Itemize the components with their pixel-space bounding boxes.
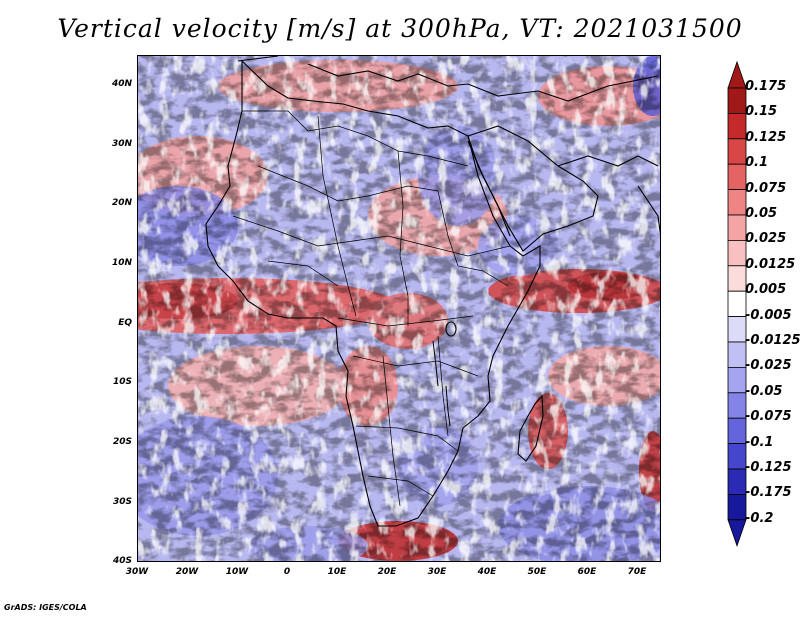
colorbar-tick-label: -0.005	[745, 307, 792, 323]
colorbar-min-arrow	[727, 519, 747, 548]
colorbar-tick-label: 0.05	[745, 206, 778, 221]
red-sea-coastline	[467, 140, 511, 237]
lat-label: 30N	[111, 139, 132, 149]
map-canvas	[138, 56, 660, 561]
colorbar-swatch	[727, 214, 747, 241]
colorbar-tick-label: 0.0125	[745, 256, 796, 272]
colorbar-tick-label: 0.1	[745, 155, 769, 171]
colorbar-swatch	[727, 493, 747, 521]
footer-credit: GrADS: IGES/COLA	[4, 603, 87, 612]
colorbar-tick-label: -0.125	[745, 460, 792, 475]
lon-label: 30E	[427, 567, 447, 577]
madagascar-coastline	[517, 394, 544, 462]
colorbar-tick-label: -0.2	[745, 510, 774, 526]
colorbar-tick-label: 0.175	[745, 79, 787, 94]
lat-label: EQ	[118, 318, 132, 328]
colorbar-swatch	[727, 113, 747, 140]
africa-coastline	[205, 59, 541, 527]
colorbar-tick-label: 0.075	[745, 180, 787, 196]
lon-label: 30W	[125, 567, 149, 577]
colorbar-tick-label: 0.005	[745, 282, 787, 298]
colorbar-swatch	[727, 138, 747, 165]
colorbar	[727, 60, 747, 548]
colorbar-tick-label: -0.05	[745, 383, 783, 399]
lon-label: 10E	[327, 567, 347, 577]
lon-label: 20E	[377, 567, 397, 577]
lon-label: 70E	[627, 567, 647, 577]
colorbar-tick-label: -0.1	[745, 434, 774, 450]
colorbar-swatch	[727, 290, 747, 317]
field-texture-light	[138, 56, 660, 561]
lat-label: 40N	[111, 79, 132, 89]
country-borders	[232, 110, 511, 507]
lat-label: 40S	[112, 556, 132, 566]
colorbar-swatch	[727, 163, 747, 190]
map-title: Vertical velocity [m/s] at 300hPa, VT: 2…	[57, 14, 743, 43]
lat-label: 20S	[112, 437, 132, 447]
colorbar-tick-label: -0.075	[745, 409, 792, 425]
colorbar-tick-label: 0.15	[745, 104, 778, 120]
coastlines	[205, 56, 660, 527]
colorbar-swatch	[727, 189, 747, 216]
colorbar-swatch	[727, 468, 747, 495]
lakes	[432, 321, 457, 427]
colorbar-swatch	[727, 265, 747, 292]
lon-label: 20W	[175, 567, 199, 577]
map-panel	[137, 55, 661, 562]
colorbar-swatch	[727, 443, 747, 470]
lon-label: 60E	[577, 567, 597, 577]
lat-label: 20N	[111, 198, 132, 208]
lon-label: 10W	[225, 567, 249, 577]
lon-label: 40E	[477, 567, 497, 577]
colorbar-tick-label: -0.025	[745, 358, 792, 374]
colorbar-swatch	[727, 239, 747, 267]
asia-coastline	[557, 155, 660, 236]
colorbar-swatch	[727, 366, 747, 394]
colorbar-max-arrow	[727, 60, 747, 89]
lat-label: 10S	[112, 377, 132, 387]
colorbar-tick-label: 0.125	[745, 129, 787, 145]
colorbar-swatch	[727, 87, 747, 114]
colorbar-swatch	[727, 316, 747, 343]
colorbar-swatch	[727, 341, 747, 368]
colorbar-swatch	[727, 417, 747, 445]
lat-label: 10N	[111, 258, 132, 268]
colorbar-swatch	[727, 392, 747, 419]
colorbar-tick-label: 0.025	[745, 231, 787, 247]
colorbar-tick-label: -0.0125	[745, 333, 800, 348]
lon-label: 0	[283, 567, 291, 577]
lon-label: 50E	[527, 567, 547, 577]
colorbar-tick-label: -0.175	[745, 485, 792, 501]
europe-coastline	[237, 56, 659, 102]
lat-label: 30S	[112, 497, 132, 507]
